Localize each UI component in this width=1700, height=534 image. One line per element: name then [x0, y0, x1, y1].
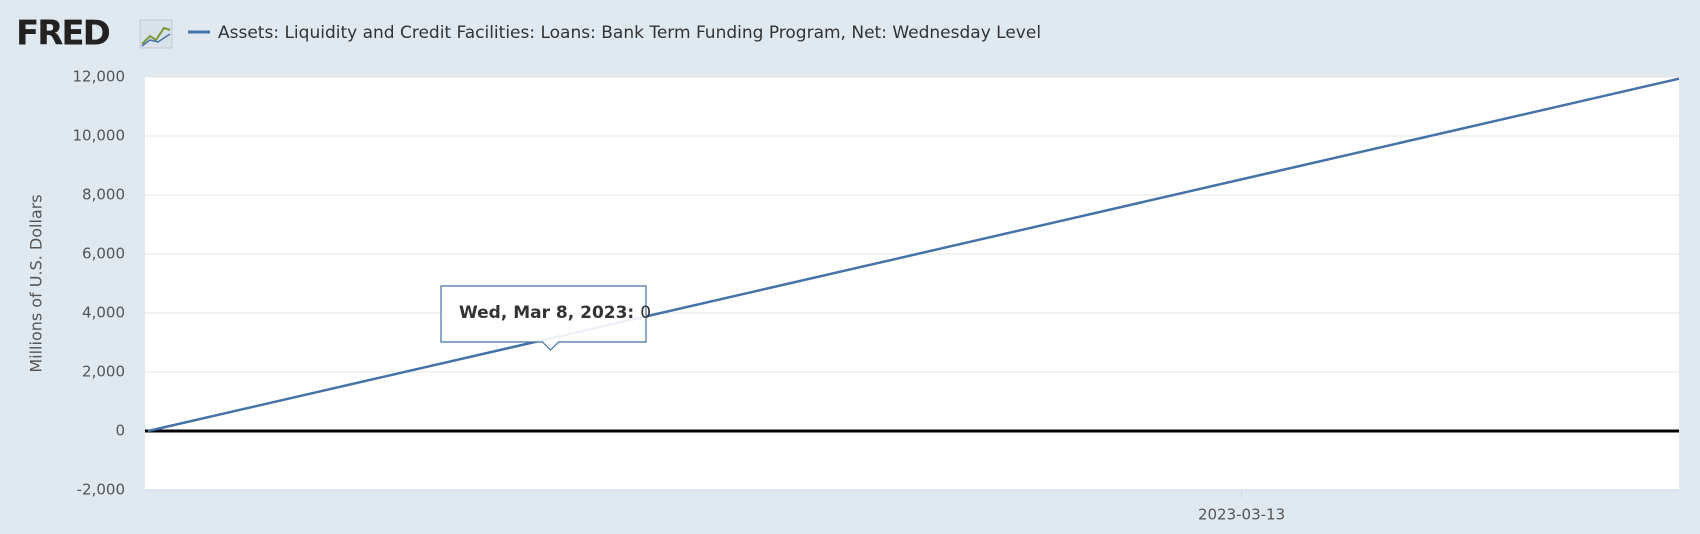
y-tick-label: 8,000 — [82, 186, 125, 204]
tooltip-label: Wed, Mar 8, 2023: — [459, 303, 634, 323]
tooltip-text: Wed, Mar 8, 2023: 0 — [459, 303, 651, 323]
tooltip-value: 0 — [640, 303, 651, 323]
logo-icon — [139, 19, 173, 49]
legend-label: Assets: Liquidity and Credit Facilities:… — [218, 23, 1041, 43]
logo: FRED — [16, 14, 110, 54]
y-tick-label: 6,000 — [82, 245, 125, 263]
y-tick-label: -2,000 — [77, 481, 125, 499]
tooltip-box — [440, 285, 647, 351]
y-tick-label: 2,000 — [82, 363, 125, 381]
y-tick-label: 10,000 — [73, 127, 126, 145]
line-series — [147, 77, 1680, 433]
y-tick-label: 0 — [115, 422, 125, 440]
y-tick-label: 12,000 — [73, 68, 126, 86]
plot-area — [145, 77, 1679, 490]
y-tick-label: 4,000 — [82, 304, 125, 322]
y-axis-label: Millions of U.S. Dollars — [27, 194, 46, 372]
x-tick-label: 2023-03-13 — [1198, 506, 1285, 524]
